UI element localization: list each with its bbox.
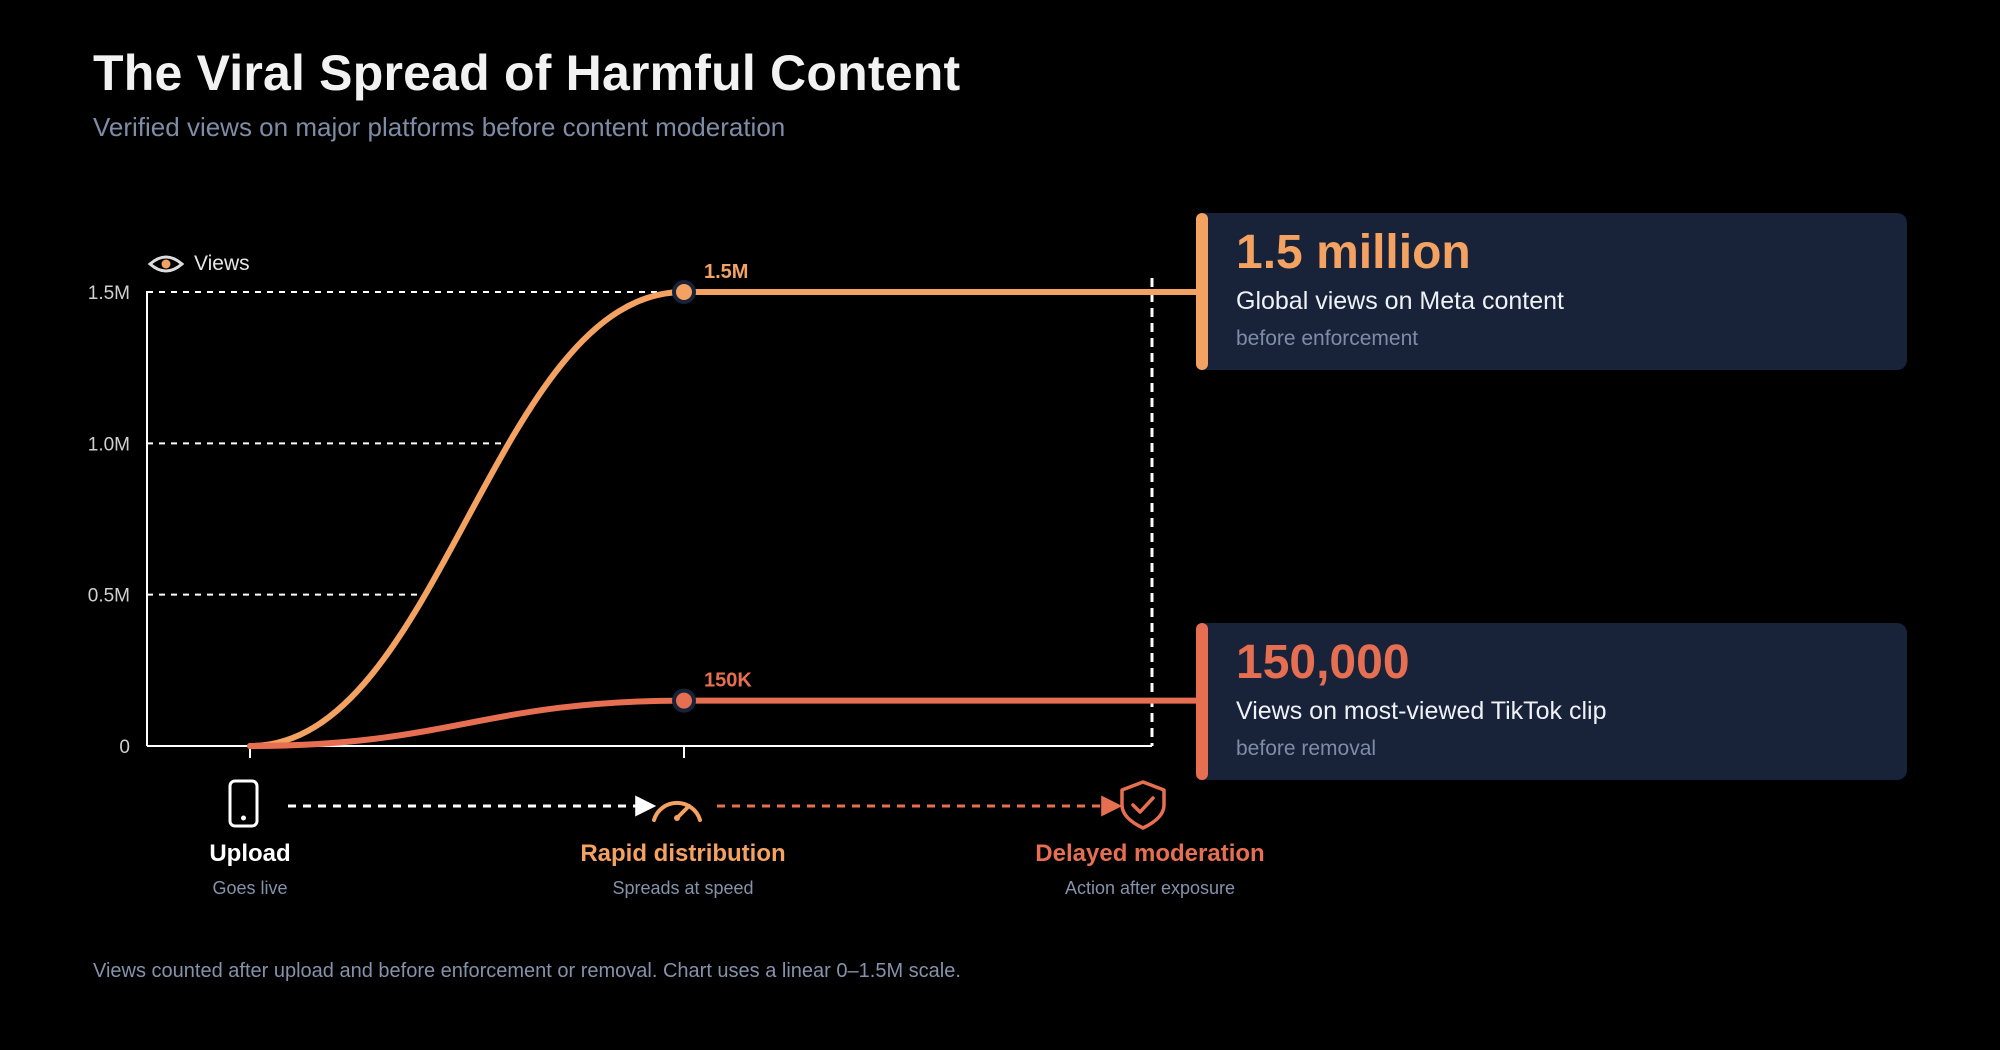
stage-upload-label: Upload [209,840,291,867]
meta-card-accent [1196,213,1208,370]
stage-upload: Upload Goes live [90,840,410,899]
y-tick-label: 0.5M [88,586,130,607]
y-axis-label: Views [194,252,250,275]
tiktok-description: Views on most-viewed TikTok clip [1236,697,1607,725]
stage-delay-sub: Action after exposure [1064,878,1236,898]
chart-title: The Viral Spread of Harmful Content [93,45,961,101]
meta-big-number: 1.5 million [1236,226,1471,279]
tiktok-series-line [247,697,1199,749]
gridlines [147,291,1152,596]
stage-delayed-moderation: Delayed moderation Action after exposure [990,840,1310,899]
tiktok-note: before removal [1236,737,1377,760]
y-tick-label: 1.0M [88,434,130,455]
axes: 0 0.5M 1.0M 1.5M [88,278,1154,758]
y-tick-label: 0 [119,737,130,758]
phone-icon [228,779,259,828]
tiktok-card-accent [1196,623,1208,780]
chart-subtitle: Verified views on major platforms before… [93,112,786,142]
speedometer-icon [652,800,702,822]
meta-note: before enforcement [1236,327,1419,350]
tiktok-big-number: 150,000 [1236,636,1410,689]
meta-description: Global views on Meta content [1236,287,1564,315]
stage-rapid-label: Rapid distribution [580,840,786,867]
series: 1.5M 150K [247,261,1199,749]
stage-delay-label: Delayed moderation [1035,840,1265,867]
stage-rapid-sub: Spreads at speed [612,878,754,898]
stage-upload-sub: Goes live [212,878,288,898]
meta-series-line [247,289,1199,749]
footnote: Views counted after upload and before en… [93,960,961,982]
meta-peak-label: 1.5M [704,261,748,283]
stage-rapid-distribution: Rapid distribution Spreads at speed [523,840,843,899]
meta-stat-card: 1.5 million Global views on Meta content… [1196,213,1907,370]
meta-peak-point [672,280,696,304]
y-tick-label: 1.5M [88,283,130,304]
tiktok-stat-card: 150,000 Views on most-viewed TikTok clip… [1196,623,1907,780]
shield-check-icon [1120,780,1166,830]
tiktok-peak-point [672,688,696,713]
tiktok-peak-label: 150K [704,670,752,692]
eye-icon [147,255,185,273]
